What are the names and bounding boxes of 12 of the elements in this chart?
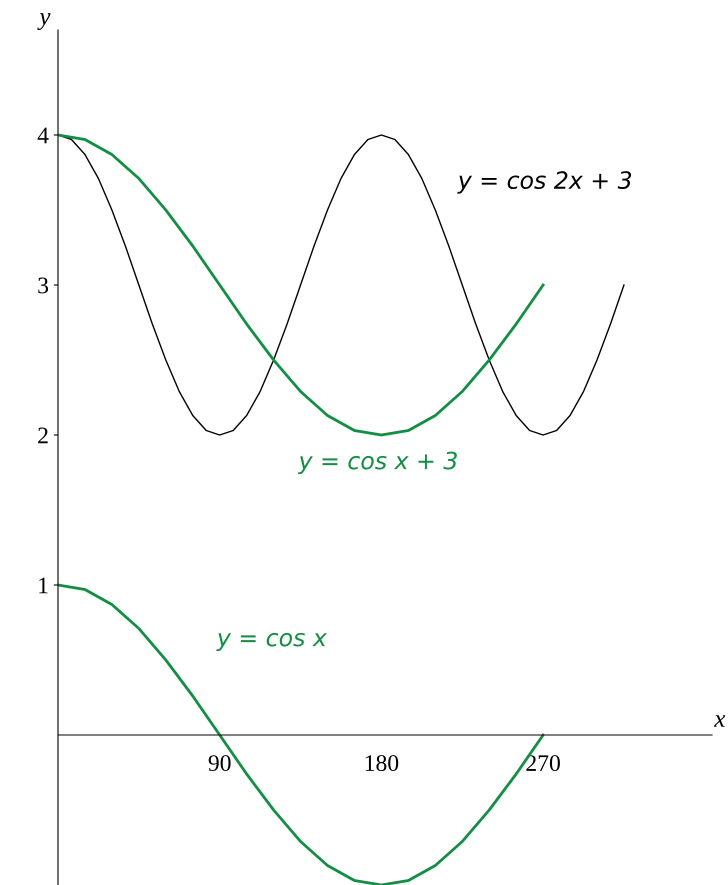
x-axis-title: x: [714, 715, 726, 727]
annotation: y = cos x + 3: [298, 452, 457, 474]
y-tick-label: 4: [38, 128, 49, 144]
annotation: y = cos 2x + 3: [457, 171, 632, 194]
x-tick-label: 90: [208, 755, 231, 772]
y-tick-label: 2: [38, 428, 48, 444]
y-tick-label: 1: [39, 578, 48, 594]
y-axis-title: y: [37, 13, 50, 30]
x-tick-label: 180: [366, 755, 398, 772]
x-tick-label: 270: [526, 755, 560, 772]
annotation: y = cos x: [216, 632, 328, 652]
y-tick-label: 3: [38, 278, 48, 294]
